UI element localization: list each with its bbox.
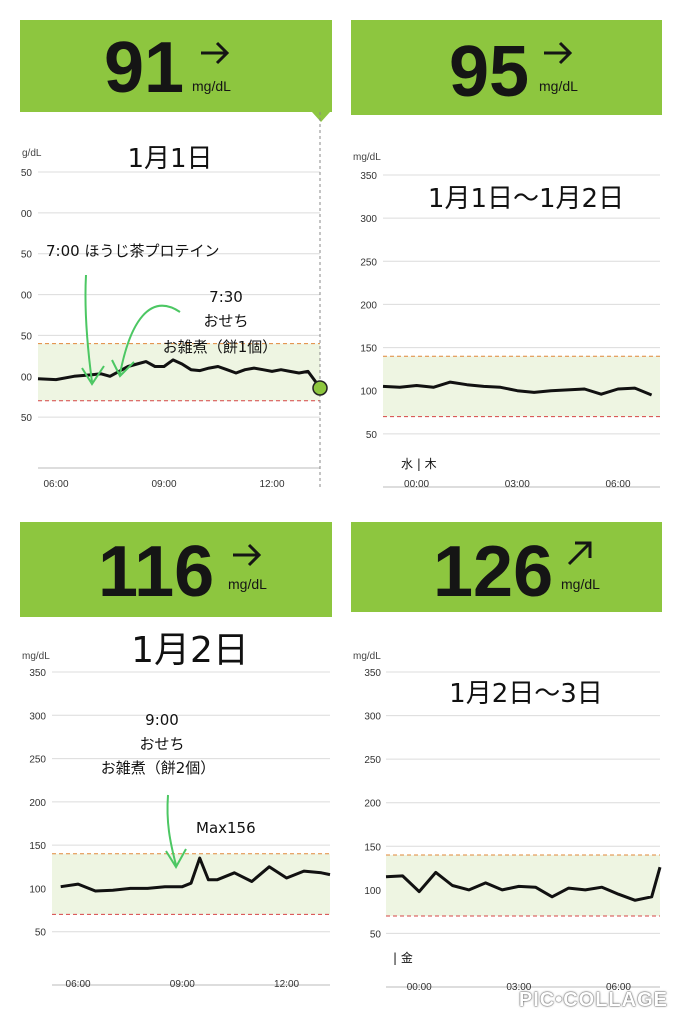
x-tick-label: 00:00 (404, 479, 429, 490)
glucose-chart: g/dL 50 00 50 00 50 00 50 06:00 09:00 12:00 1月1日 7:0… (21, 112, 328, 490)
y-tick-label: 150 (29, 841, 46, 852)
y-tick-label: 350 (364, 668, 381, 679)
y-tick-label: 150 (364, 842, 381, 853)
y-axis-unit: mg/dL (22, 651, 50, 662)
reading-banner: 95 mg/dL (351, 20, 662, 115)
y-tick-label: 200 (29, 798, 46, 809)
glucose-reading: 95 (449, 32, 530, 112)
y-tick-label: 100 (29, 884, 46, 895)
y-tick-label: 00 (21, 291, 33, 302)
annotation-text: Max156 (196, 819, 256, 837)
glucose-reading: 126 (433, 532, 554, 612)
banner-pointer (312, 112, 330, 122)
reading-banner: 116 mg/dL (20, 522, 332, 617)
steady-right-arrow-icon (544, 41, 573, 65)
annotation-text: 9:00 (145, 711, 179, 729)
glucose-line (385, 866, 662, 902)
glucose-line (60, 856, 331, 893)
x-tick-label: 12:00 (259, 479, 284, 490)
annotation-text: おせち (139, 735, 184, 753)
glucose-unit: mg/dL (561, 576, 600, 592)
y-tick-label: 200 (364, 799, 381, 810)
day-label: 水 | 木 (401, 457, 437, 471)
glucose-unit: mg/dL (192, 78, 231, 94)
glucose-panel-jan2: 116 mg/dL mg/dL 350 300 250 200 150 100 50 06:00… (20, 522, 332, 997)
x-tick-label: 06:00 (43, 479, 68, 490)
glucose-unit: mg/dL (539, 78, 578, 94)
y-tick-label: 00 (21, 209, 33, 220)
y-tick-label: 350 (29, 668, 46, 679)
y-tick-label: 50 (21, 413, 33, 424)
chart-title: 1月1日 (127, 144, 212, 174)
annotation-arrow-icon (165, 794, 187, 869)
glucose-chart: mg/dL 350 300 250 200 150 100 50 06:00 09:00 12:00… (22, 630, 331, 990)
x-tick-label: 06:00 (606, 479, 631, 490)
x-tick-label: 03:00 (506, 982, 531, 993)
annotation-arrow-icon (111, 304, 181, 378)
y-tick-label: 250 (29, 755, 46, 766)
glucose-chart: mg/dL 350 300 250 200 150 100 50 00:00 03:00 06:00… (353, 651, 662, 993)
y-axis-unit: g/dL (22, 148, 42, 159)
y-tick-label: 300 (29, 711, 46, 722)
x-tick-label: 00:00 (407, 982, 432, 993)
x-tick-label: 03:00 (505, 479, 530, 490)
y-tick-label: 50 (366, 430, 378, 441)
x-tick-label: 09:00 (170, 979, 195, 990)
x-tick-label: 12:00 (274, 979, 299, 990)
annotation-text: おせち (203, 312, 248, 330)
chart-title: 1月2日 (131, 630, 249, 671)
x-tick-label: 06:00 (606, 982, 631, 993)
day-label: | 金 (393, 950, 413, 965)
chart-title: 1月2日～3日 (449, 679, 603, 709)
y-tick-label: 150 (360, 344, 377, 355)
reading-banner: 91 mg/dL (20, 20, 332, 112)
glucose-panel-jan1: 91 mg/dL g/dL 50 00 50 00 50 00 50 06:00 09:00 12:… (20, 20, 332, 495)
y-tick-label: 250 (360, 257, 377, 268)
y-tick-label: 50 (21, 331, 33, 342)
current-reading-marker (312, 380, 328, 396)
rising-up-right-arrow-icon (567, 541, 592, 566)
y-tick-label: 100 (364, 886, 381, 897)
y-tick-label: 300 (360, 214, 377, 225)
y-tick-label: 350 (360, 171, 377, 182)
y-tick-label: 50 (21, 168, 33, 179)
glucose-panel-jan1-jan2: 95 mg/dL mg/dL 350 300 250 200 150 100 50 00:00 0… (351, 20, 662, 495)
chart-title: 1月1日～1月2日 (428, 184, 624, 214)
y-tick-label: 50 (35, 928, 47, 939)
steady-right-arrow-icon (201, 41, 230, 65)
y-tick-label: 200 (360, 300, 377, 311)
y-axis-unit: mg/dL (353, 651, 381, 662)
annotation-text: お雑煮（餅2個） (101, 759, 216, 777)
y-tick-label: 50 (21, 250, 33, 261)
glucose-reading: 116 (98, 532, 215, 612)
glucose-reading: 91 (104, 28, 185, 108)
glucose-chart: mg/dL 350 300 250 200 150 100 50 00:00 03:00 06:00… (353, 152, 660, 490)
annotation-arrow-icon (81, 274, 105, 386)
steady-right-arrow-icon (233, 543, 262, 567)
y-tick-label: 100 (360, 387, 377, 398)
x-tick-label: 06:00 (66, 979, 91, 990)
y-tick-label: 50 (370, 929, 382, 940)
annotation-text: 7:30 (209, 288, 243, 306)
y-tick-label: 250 (364, 755, 381, 766)
glucose-line (382, 380, 653, 397)
y-tick-label: 300 (364, 712, 381, 723)
glucose-line (37, 358, 319, 385)
y-tick-label: 00 (21, 372, 33, 383)
annotation-text: 7:00 ほうじ茶プロテイン (46, 242, 219, 260)
glucose-panel-jan2-jan3: 126 mg/dL mg/dL 350 300 250 200 150 100 50 00:00… (351, 522, 662, 997)
y-axis-unit: mg/dL (353, 152, 381, 163)
x-tick-label: 09:00 (151, 479, 176, 490)
pic-collage-watermark: PIC•COLLAGE (518, 989, 668, 1011)
annotation-text: お雑煮（餅1個） (163, 338, 278, 356)
glucose-unit: mg/dL (228, 576, 267, 592)
reading-banner: 126 mg/dL (351, 522, 662, 612)
